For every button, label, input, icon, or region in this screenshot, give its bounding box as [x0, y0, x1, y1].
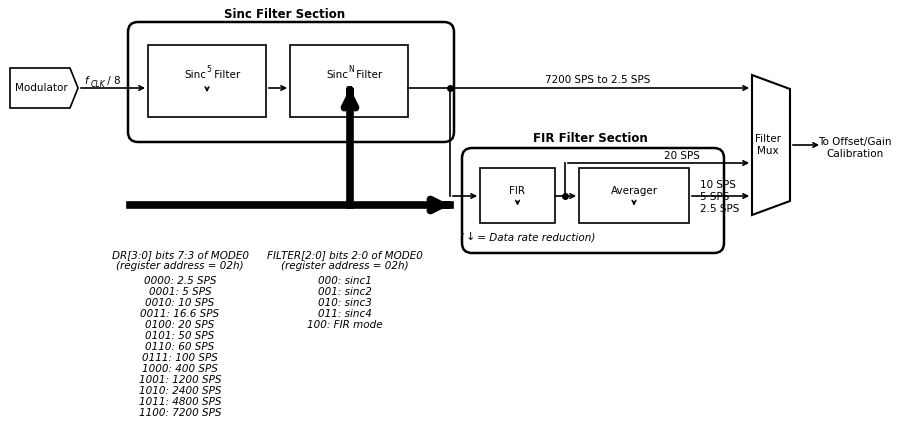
Text: (: (	[460, 232, 467, 242]
Text: Filter
Mux: Filter Mux	[755, 134, 781, 156]
Text: CLK: CLK	[91, 80, 106, 89]
Text: To Offset/Gain
Calibration: To Offset/Gain Calibration	[818, 137, 892, 159]
Text: Sinc: Sinc	[184, 70, 206, 80]
Text: f: f	[84, 76, 88, 86]
Text: FILTER[2:0] bits 2:0 of MODE0: FILTER[2:0] bits 2:0 of MODE0	[267, 250, 423, 260]
Text: 1001: 1200 SPS: 1001: 1200 SPS	[139, 375, 221, 385]
Text: 100: FIR mode: 100: FIR mode	[307, 320, 383, 330]
Text: Sinc: Sinc	[326, 70, 348, 80]
Text: 0000: 2.5 SPS: 0000: 2.5 SPS	[143, 276, 217, 286]
Text: / 8: / 8	[104, 76, 121, 86]
Text: 1000: 400 SPS: 1000: 400 SPS	[142, 364, 218, 374]
Text: FIR: FIR	[509, 185, 526, 196]
Text: 0101: 50 SPS: 0101: 50 SPS	[145, 331, 215, 341]
Text: 1010: 2400 SPS: 1010: 2400 SPS	[139, 386, 221, 396]
Text: 0111: 100 SPS: 0111: 100 SPS	[142, 353, 218, 363]
Text: 2.5 SPS: 2.5 SPS	[700, 204, 739, 214]
Text: 0110: 60 SPS: 0110: 60 SPS	[145, 342, 215, 352]
Text: Sinc Filter Section: Sinc Filter Section	[225, 7, 345, 20]
Text: (register address = 02h): (register address = 02h)	[116, 261, 244, 271]
Text: 001: sinc2: 001: sinc2	[318, 287, 372, 297]
Text: 010: sinc3: 010: sinc3	[318, 298, 372, 308]
Polygon shape	[10, 68, 78, 108]
Text: 0001: 5 SPS: 0001: 5 SPS	[149, 287, 211, 297]
Text: 5: 5	[207, 65, 211, 74]
Text: 1100: 7200 SPS: 1100: 7200 SPS	[139, 408, 221, 418]
Text: 0011: 16.6 SPS: 0011: 16.6 SPS	[141, 309, 219, 319]
Text: ↓: ↓	[466, 232, 475, 242]
Text: N: N	[348, 65, 355, 74]
Bar	[290, 45, 408, 117]
Text: 1011: 4800 SPS: 1011: 4800 SPS	[139, 397, 221, 407]
Text: Filter: Filter	[211, 70, 240, 80]
Text: 5 SPS: 5 SPS	[700, 192, 729, 202]
Bar	[148, 45, 266, 117]
Text: (register address = 02h): (register address = 02h)	[282, 261, 409, 271]
Text: = Data rate reduction): = Data rate reduction)	[474, 232, 595, 242]
Text: Averager: Averager	[611, 185, 657, 196]
Text: 7200 SPS to 2.5 SPS: 7200 SPS to 2.5 SPS	[546, 75, 651, 85]
Text: FIR Filter Section: FIR Filter Section	[533, 132, 647, 145]
Text: 0010: 10 SPS: 0010: 10 SPS	[145, 298, 215, 308]
Text: 10 SPS: 10 SPS	[700, 180, 736, 190]
FancyBboxPatch shape	[462, 148, 724, 253]
Text: 011: sinc4: 011: sinc4	[318, 309, 372, 319]
Bar	[579, 168, 689, 223]
Text: Filter: Filter	[353, 70, 382, 80]
Text: Modulator: Modulator	[15, 83, 68, 93]
FancyBboxPatch shape	[128, 22, 454, 142]
Text: DR[3:0] bits 7:3 of MODE0: DR[3:0] bits 7:3 of MODE0	[112, 250, 249, 260]
Bar	[480, 168, 555, 223]
Text: 0100: 20 SPS: 0100: 20 SPS	[145, 320, 215, 330]
Text: 20 SPS: 20 SPS	[664, 151, 700, 161]
Text: 000: sinc1: 000: sinc1	[318, 276, 372, 286]
Polygon shape	[752, 75, 790, 215]
